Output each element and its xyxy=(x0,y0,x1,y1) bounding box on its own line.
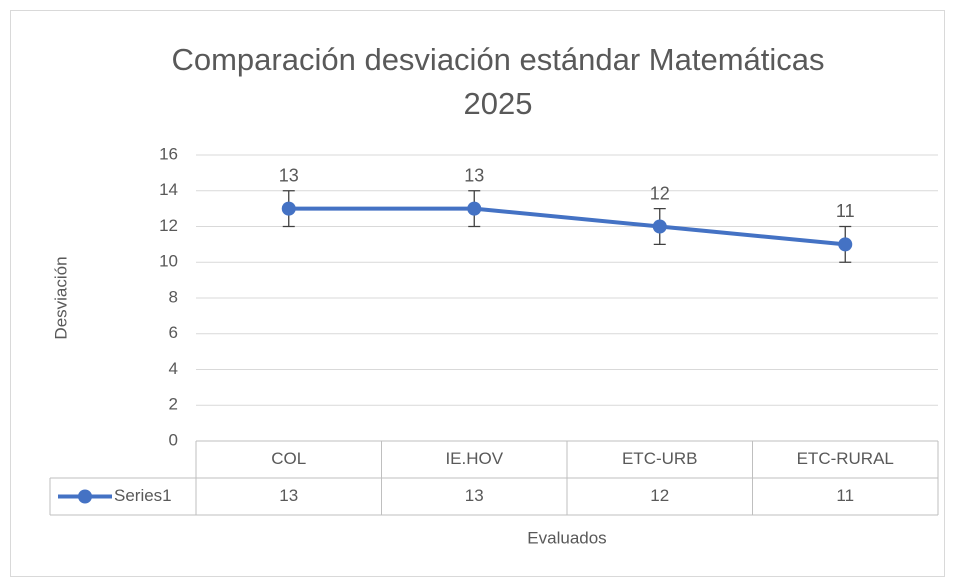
marker xyxy=(838,237,853,252)
y-tick-label: 2 xyxy=(169,395,178,414)
x-axis-label: Evaluados xyxy=(527,528,606,547)
x-tick-label: ETC-URB xyxy=(622,449,698,468)
data-label: 12 xyxy=(650,183,670,203)
legend-label: Series1 xyxy=(114,486,172,505)
x-tick-label: IE.HOV xyxy=(445,449,503,468)
x-tick-label: COL xyxy=(271,449,306,468)
table-value: 13 xyxy=(279,486,298,505)
y-tick-label: 16 xyxy=(159,144,178,163)
y-axis-label: Desviación xyxy=(51,256,70,339)
y-tick-label: 8 xyxy=(169,287,178,306)
marker xyxy=(281,201,296,216)
data-label: 11 xyxy=(836,201,855,221)
chart-title: Comparación desviación estándar Matemáti… xyxy=(171,42,825,121)
data-label: 13 xyxy=(279,165,299,185)
series-line xyxy=(288,206,846,247)
marker xyxy=(652,219,667,234)
y-tick-label: 6 xyxy=(169,323,178,342)
marker xyxy=(467,201,482,216)
table-value: 11 xyxy=(836,486,854,505)
y-tick-label: 4 xyxy=(169,359,178,378)
y-tick-label: 10 xyxy=(159,252,178,271)
y-tick-label: 14 xyxy=(159,180,178,199)
table-value: 12 xyxy=(650,486,669,505)
chart-border xyxy=(10,10,945,577)
legend-marker xyxy=(78,489,92,504)
y-tick-label: 12 xyxy=(159,216,178,235)
x-tick-label: ETC-RURAL xyxy=(797,449,894,468)
table-value: 13 xyxy=(465,486,484,505)
data-label: 13 xyxy=(464,165,484,185)
y-tick-label: 0 xyxy=(169,430,178,449)
